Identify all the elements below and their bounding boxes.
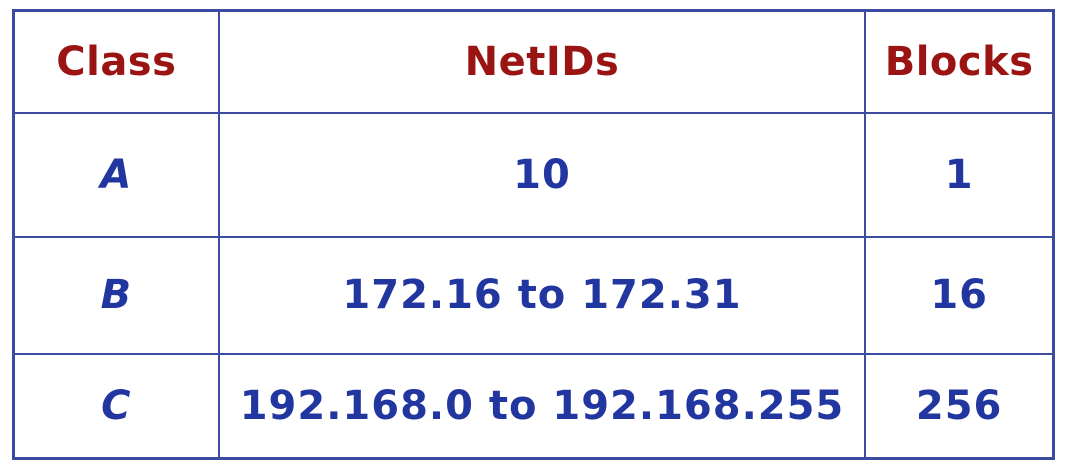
cell-class: C — [12, 352, 220, 460]
table-row: C 192.168.0 to 192.168.255 256 — [12, 352, 1055, 460]
cell-blocks: 1 — [864, 111, 1055, 238]
cell-blocks: 16 — [864, 235, 1055, 355]
cell-class: B — [12, 235, 220, 355]
cell-netids: 172.16 to 172.31 — [217, 235, 867, 355]
header-class: Class — [12, 9, 220, 114]
header-netids: NetIDs — [217, 9, 867, 114]
table-header-row: Class NetIDs Blocks — [12, 9, 1055, 114]
table-row: B 172.16 to 172.31 16 — [12, 235, 1055, 355]
table-row: A 10 1 — [12, 111, 1055, 238]
private-address-table: Class NetIDs Blocks A 10 1 B 172.16 to 1… — [12, 9, 1055, 460]
cell-netids: 10 — [217, 111, 867, 238]
cell-blocks: 256 — [864, 352, 1055, 460]
cell-netids: 192.168.0 to 192.168.255 — [217, 352, 867, 460]
cell-class: A — [12, 111, 220, 238]
header-blocks: Blocks — [864, 9, 1055, 114]
